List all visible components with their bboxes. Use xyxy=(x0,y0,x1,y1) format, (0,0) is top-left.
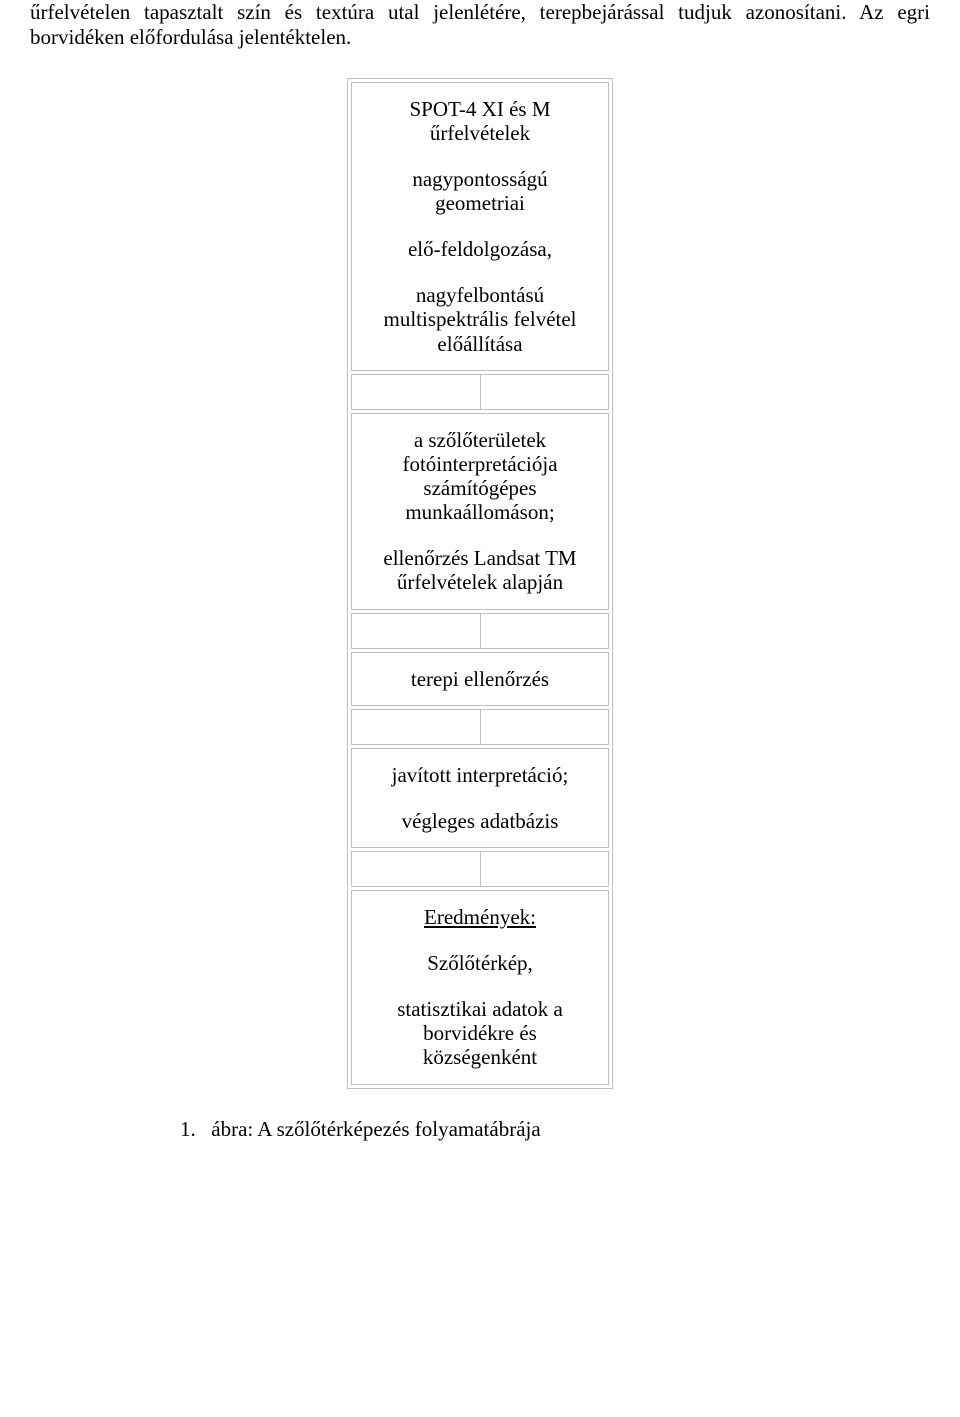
text-line: előállítása xyxy=(366,332,594,356)
text-line: a szőlőterületek xyxy=(366,428,594,452)
flow-connector xyxy=(351,613,609,649)
text-line: nagypontosságú xyxy=(366,167,594,191)
connector-cell xyxy=(480,613,609,648)
flowchart: SPOT-4 XI és M űrfelvételek nagypontossá… xyxy=(30,78,930,1089)
flow-connector xyxy=(351,851,609,887)
flow-step-2: a szőlőterületek fotóinterpretációja szá… xyxy=(351,413,609,610)
text-line: nagyfelbontású xyxy=(366,283,594,307)
text-line: végleges adatbázis xyxy=(366,809,594,833)
page: űrfelvételen tapasztalt szín és textúra … xyxy=(0,0,960,1417)
flow-step-1: SPOT-4 XI és M űrfelvételek nagypontossá… xyxy=(351,82,609,371)
text-line: űrfelvételek xyxy=(366,121,594,145)
flow-connector xyxy=(351,709,609,745)
text-line: statisztikai adatok a xyxy=(366,997,594,1021)
text-line: fotóinterpretációja xyxy=(366,452,594,476)
connector-cell xyxy=(480,374,609,409)
results-heading: Eredmények: xyxy=(366,905,594,929)
caption-text: ábra: A szőlőtérképezés folyamatábrája xyxy=(211,1117,540,1141)
flow-step-3: terepi ellenőrzés xyxy=(351,652,609,706)
text-line: Szőlőtérkép, xyxy=(366,951,594,975)
text-line: elő-feldolgozása, xyxy=(366,237,594,261)
connector-cell xyxy=(352,613,481,648)
connector-cell xyxy=(480,851,609,886)
text-line: űrfelvételek alapján xyxy=(366,570,594,594)
flow-connector xyxy=(351,374,609,410)
flowchart-table: SPOT-4 XI és M űrfelvételek nagypontossá… xyxy=(347,78,613,1089)
connector-cell xyxy=(480,709,609,744)
flow-step-5-results: Eredmények: Szőlőtérkép, statisztikai ad… xyxy=(351,890,609,1085)
text-line: geometriai xyxy=(366,191,594,215)
text-line: SPOT-4 XI és M xyxy=(366,97,594,121)
intro-paragraph: űrfelvételen tapasztalt szín és textúra … xyxy=(30,0,930,50)
text-line: terepi ellenőrzés xyxy=(366,667,594,691)
text-line: munkaállomáson; xyxy=(366,500,594,524)
connector-cell xyxy=(352,374,481,409)
text-line: borvidékre és xyxy=(366,1021,594,1045)
caption-number: 1. xyxy=(180,1117,206,1142)
text-line: számítógépes xyxy=(366,476,594,500)
connector-cell xyxy=(352,851,481,886)
text-line: községenként xyxy=(366,1045,594,1069)
text-line: javított interpretáció; xyxy=(366,763,594,787)
text-line: ellenőrzés Landsat TM xyxy=(366,546,594,570)
text-line: multispektrális felvétel xyxy=(366,307,594,331)
connector-cell xyxy=(352,709,481,744)
figure-caption: 1. ábra: A szőlőtérképezés folyamatábráj… xyxy=(30,1117,930,1142)
flow-step-4: javított interpretáció; végleges adatbáz… xyxy=(351,748,609,848)
